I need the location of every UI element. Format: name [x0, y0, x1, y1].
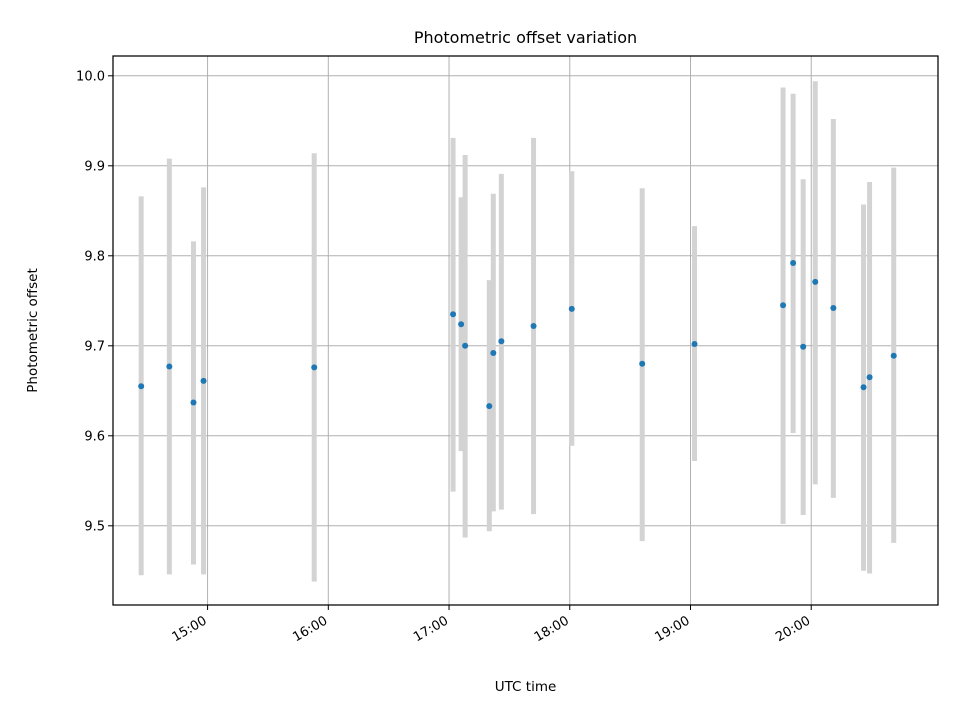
data-point [458, 321, 465, 328]
data-point [639, 360, 646, 367]
y-tick-label: 9.7 [84, 339, 105, 354]
y-axis-label: Photometric offset [25, 268, 41, 392]
data-point [530, 323, 537, 329]
x-tick-label: 15:00 [170, 613, 210, 645]
data-point [800, 343, 807, 350]
data-point [138, 383, 145, 390]
data-point [568, 305, 575, 312]
y-tick-label: 9.6 [84, 429, 105, 444]
y-tick-label: 9.5 [84, 519, 105, 534]
grid-lines [113, 56, 938, 605]
data-point [790, 260, 797, 266]
plot-frame [112, 55, 939, 606]
x-axis-label: UTC time [495, 679, 557, 695]
x-tick-label: 16:00 [290, 613, 330, 645]
data-point [830, 305, 837, 311]
y-tick-label: 9.9 [84, 159, 105, 174]
data-point [450, 311, 457, 318]
x-axis-ticks: 15:00 16:00 17:00 18:00 19:00 20:00 [170, 605, 813, 645]
y-tick-label: 10.0 [76, 69, 105, 84]
x-tick-label: 18:00 [532, 613, 572, 645]
data-point [498, 338, 505, 345]
data-point [190, 399, 197, 406]
data-point [812, 278, 819, 285]
data-point [486, 403, 493, 410]
error-bars [138, 81, 897, 582]
data-point [860, 384, 867, 391]
data-point [780, 302, 787, 309]
x-tick-label: 19:00 [653, 613, 693, 645]
data-point [691, 341, 698, 347]
y-axis-ticks: 9.5 9.6 9.7 9.8 9.9 10.0 [76, 69, 113, 534]
data-point [866, 374, 873, 381]
data-point [311, 364, 318, 371]
data-point [166, 363, 173, 370]
y-tick-label: 9.8 [84, 249, 105, 264]
data-points [138, 260, 897, 410]
data-point [462, 342, 469, 349]
x-tick-label: 17:00 [411, 613, 451, 645]
chart-title: Photometric offset variation [414, 28, 637, 47]
data-point [490, 350, 497, 356]
x-tick-label: 20:00 [773, 613, 813, 645]
data-point [200, 377, 207, 384]
data-point [890, 352, 897, 359]
